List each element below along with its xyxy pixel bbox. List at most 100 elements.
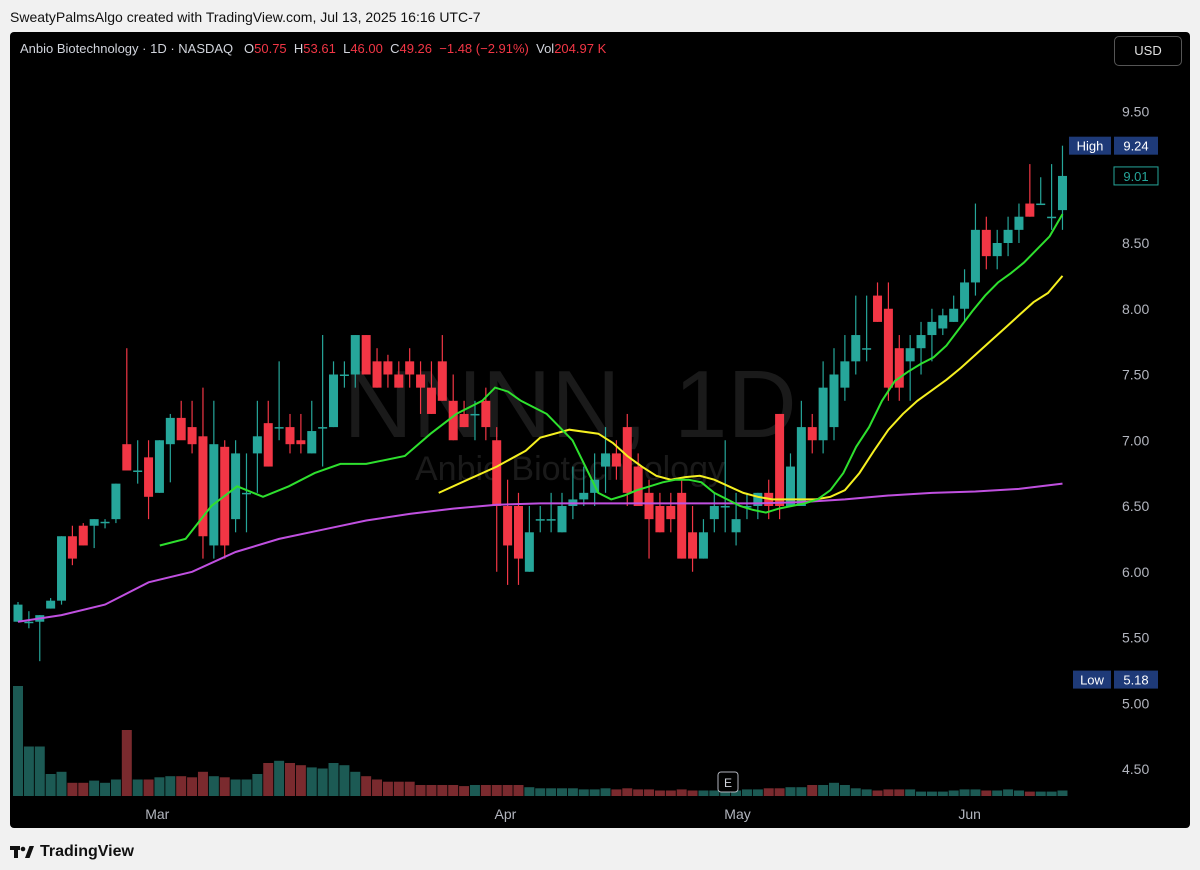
volume-bar [1013,790,1024,796]
price-tick-label: 8.50 [1122,235,1149,251]
volume-bar [1003,789,1014,796]
volume-bar [992,790,1003,796]
volume-bar [633,789,644,796]
candle-body [873,295,883,322]
candle-body [263,423,273,467]
volume-bar [143,779,154,796]
volume-bar [469,785,480,796]
volume-bar [687,790,698,796]
candle-body [829,374,839,428]
volume-bar [905,789,916,796]
time-axis[interactable]: Mar Apr May Jun [145,806,981,822]
low-marker-value-bg [1114,670,1158,689]
candle-body [579,492,589,500]
candle-body [709,506,719,520]
high-value: 53.61 [303,41,336,56]
candle-body [187,427,197,445]
volume-bar [502,785,513,796]
volume-bar [872,790,883,796]
volume-bar [45,774,56,796]
volume-bar [56,771,67,796]
price-tick-label: 6.00 [1122,564,1149,580]
candle-body [524,532,534,572]
volume-bar [67,782,78,796]
high-label: H [293,41,304,56]
volume-bar [459,786,470,796]
volume-bar [850,788,861,796]
candle-body [981,229,991,257]
volume-bar [328,763,339,796]
candle-body [949,308,959,322]
candle-body [1014,216,1024,230]
volume-bar [720,790,731,796]
candle-body [416,374,426,388]
candle-body [1057,175,1067,211]
candle-body [785,466,795,506]
candle-body [927,321,937,336]
low-marker-label: Low [1080,673,1104,688]
tradingview-logo-icon [10,845,34,859]
candle-body [840,361,850,388]
candle-body [1047,216,1057,219]
volume-bar [317,768,328,796]
candle-body [165,417,175,445]
volume-bar [796,787,807,796]
candle-body [437,361,447,401]
volume-bar [1046,791,1057,796]
volume-bar [578,789,589,796]
volume-bar [285,763,295,796]
volume-bar [731,790,742,796]
candle-body [57,536,67,601]
volume-bar [926,791,937,796]
volume-bar [937,791,948,796]
ma-fast-line [159,213,1064,547]
volume-bar [600,788,611,796]
volume-bar [676,789,687,796]
currency-button[interactable]: USD [1114,36,1182,66]
candle-body [1036,203,1046,206]
candle-body [46,600,56,609]
candle-body [209,444,219,546]
volume-bar [644,789,655,796]
volume-bar [110,779,121,796]
volume-bar [622,788,633,796]
volume-bar [89,780,100,796]
watermark-ticker: NNNN, 1D [343,351,796,458]
candle-body [1025,203,1035,217]
volume-bar [611,789,622,796]
volume-bar [557,788,567,796]
candle-body [905,348,915,362]
volume-bar [23,746,34,796]
candle-body [796,427,806,506]
volume-bar [34,746,45,796]
close-label: C [390,41,400,56]
volume-bar [132,779,143,796]
candlesticks [13,145,1067,662]
volume-bar [513,785,524,796]
volume-bar [382,781,393,796]
candle-body [383,361,393,375]
volume-bar [295,765,306,796]
candle-body [459,413,469,428]
watermark-name: Anbio Biotechnology [415,450,725,488]
candle-body [470,413,480,416]
volume-bar [165,776,176,796]
volume-bar [187,777,198,796]
volume-bar [13,686,23,796]
last-price-bg [1113,166,1159,186]
volume-bar [829,782,839,796]
volume-bar [491,785,502,796]
price-tick-label: 7.50 [1122,367,1149,383]
chart-panel[interactable]: Anbio Biotechnology · 1D · NASDAQ O50.75… [10,32,1190,828]
candle-body [622,427,632,493]
price-tick-label: 5.00 [1122,695,1149,711]
candle-body [89,519,99,526]
volume-bar [741,789,752,796]
volume-bar [1035,791,1046,796]
candle-body [601,453,611,467]
candle-body [274,427,284,429]
candle-body [916,335,926,349]
high-marker-value-bg [1114,136,1158,155]
